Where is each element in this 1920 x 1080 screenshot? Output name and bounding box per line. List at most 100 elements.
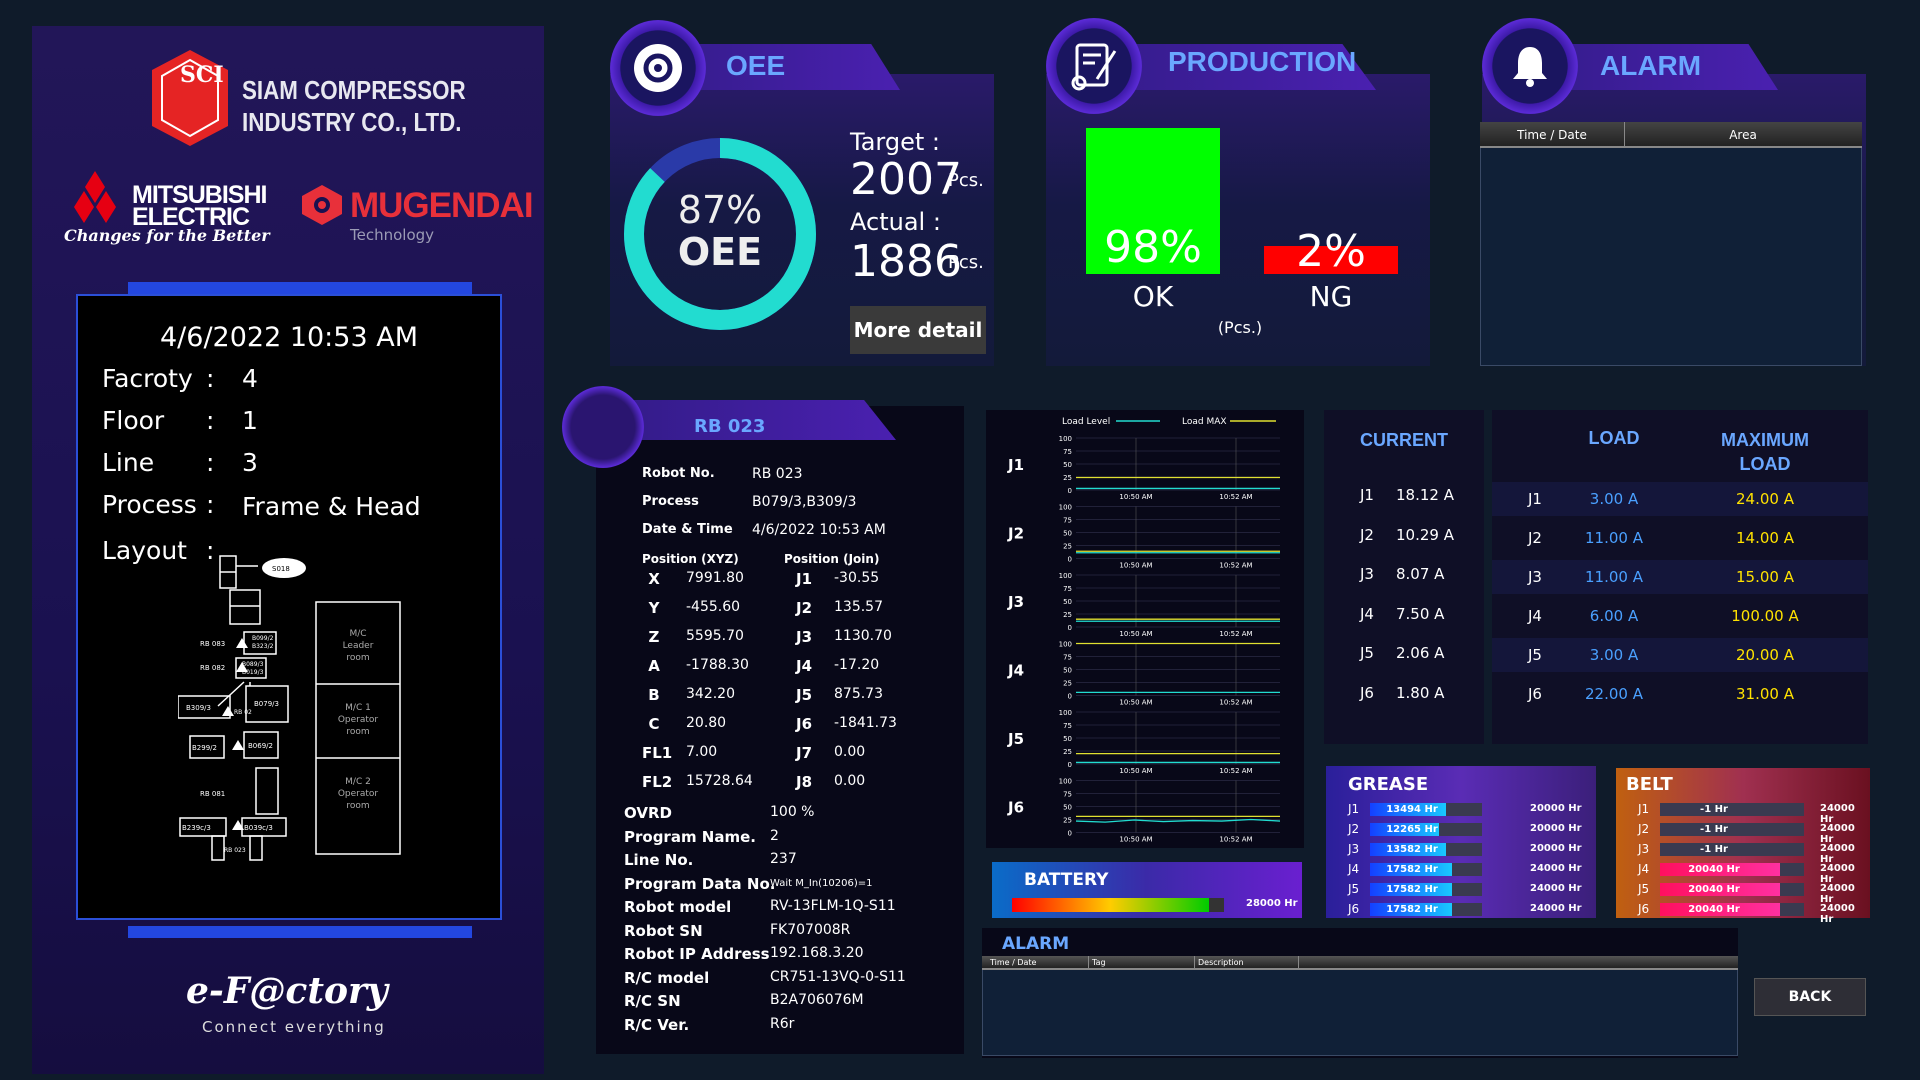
- layout-mc1-op-3: room: [346, 727, 369, 737]
- x-tick-label: 10:50 AM: [1119, 562, 1152, 570]
- ng-bar: [1264, 246, 1398, 274]
- grease-joint: J3: [1348, 842, 1360, 856]
- belt-joint: J5: [1638, 882, 1650, 896]
- xyz-axis-label: FL2: [642, 773, 673, 791]
- info-label-process: Process: [102, 490, 197, 519]
- info-colon: :: [206, 448, 215, 477]
- robot-detail-value: 2: [770, 827, 779, 844]
- load-value: 3.00 A: [1589, 490, 1639, 508]
- xyz-axis-label: C: [648, 715, 660, 733]
- production-unit: (Pcs.): [1217, 318, 1263, 337]
- max-load-title-1: MAXIMUM: [1721, 430, 1809, 450]
- joint-label: J5: [1007, 730, 1024, 748]
- grease-fill: [1370, 803, 1446, 816]
- robot-detail-value: CR751-13VQ-0-S11: [770, 968, 906, 985]
- more-detail-button[interactable]: More detail: [850, 306, 986, 354]
- target-value: 2007: [850, 154, 962, 205]
- mitsubishi-tagline: Changes for the Better: [64, 226, 270, 245]
- grease-value: 17582 Hr: [1386, 884, 1438, 895]
- grease-fill: [1370, 863, 1453, 876]
- robot-detail-value: Wait M_In(10206)=1: [770, 877, 873, 889]
- grease-fill: [1370, 903, 1453, 916]
- belt-max: 24000 Hr: [1820, 883, 1855, 905]
- layout-rb081: RB 081: [200, 790, 225, 798]
- layout-b239: B239c/3: [182, 824, 211, 832]
- grease-joint: J6: [1348, 902, 1360, 916]
- robot-detail-label: R/C model: [624, 968, 710, 987]
- alarm-bottom-col-desc[interactable]: Description: [1198, 958, 1244, 967]
- xyz-axis-value: 5595.70: [686, 628, 744, 644]
- grease-value: 13582 Hr: [1386, 844, 1438, 855]
- current-value: 18.12 A: [1396, 486, 1454, 504]
- line-layout-diagram[interactable]: S018 RB 083 RB 082 RB 081 B099/2 B323/2 …: [178, 546, 478, 906]
- info-label-floor: Floor: [102, 406, 165, 435]
- info-colon: :: [206, 490, 215, 519]
- y-tick-label: 75: [1063, 517, 1072, 525]
- x-tick-label: 10:50 AM: [1119, 836, 1152, 844]
- alarm-bottom-col-time[interactable]: Time / Date: [990, 958, 1037, 967]
- load-title: LOAD: [1588, 428, 1640, 448]
- layout-mc2-op-3: room: [346, 801, 369, 811]
- info-value-line: 3: [242, 448, 258, 477]
- alarm-col-time[interactable]: Time / Date: [1517, 128, 1587, 142]
- alarm-bottom-table[interactable]: [982, 956, 1738, 1056]
- join-axis-value: -1841.73: [834, 715, 897, 731]
- belt-fill: [1660, 883, 1781, 896]
- join-axis-value: 875.73: [834, 686, 883, 702]
- alarm-table[interactable]: [1480, 122, 1862, 366]
- xyz-axis-label: Y: [648, 599, 660, 617]
- layout-b099: B099/2: [252, 635, 274, 642]
- robot-field-value: RB 023: [752, 466, 803, 482]
- robot-field-label: Date & Time: [642, 522, 733, 537]
- load-joint: J3: [1528, 568, 1542, 586]
- belt-max: 24000 Hr: [1820, 823, 1855, 845]
- xyz-axis-label: Z: [648, 628, 660, 646]
- robot-detail-value: FK707008R: [770, 921, 851, 938]
- x-tick-label: 10:50 AM: [1119, 493, 1152, 501]
- xyz-axis-value: -1788.30: [686, 657, 749, 673]
- load-value: 11.00 A: [1585, 568, 1643, 586]
- load-row: J6 22.00 A 31.00 A: [1492, 677, 1868, 711]
- alarm-bottom-col-tag[interactable]: Tag: [1092, 958, 1106, 967]
- current-joint: J4: [1360, 604, 1374, 623]
- belt-joint: J6: [1638, 902, 1650, 916]
- belt-max: 24000 Hr: [1820, 863, 1855, 885]
- xyz-axis-label: X: [648, 570, 660, 588]
- belt-title: BELT: [1626, 774, 1673, 795]
- back-button[interactable]: BACK: [1754, 978, 1866, 1016]
- xyz-axis-label: B: [648, 686, 660, 704]
- y-tick-label: 50: [1063, 667, 1072, 675]
- layout-s018: S018: [272, 565, 290, 573]
- box-bottom-bar: [128, 926, 472, 938]
- grease-max: 20000 Hr: [1530, 803, 1582, 814]
- load-row: J1 3.00 A 24.00 A: [1492, 482, 1868, 516]
- y-tick-label: 100: [1059, 641, 1072, 649]
- join-axis-label: J6: [796, 715, 813, 733]
- max-load-value: 24.00 A: [1736, 490, 1794, 508]
- join-axis-label: J5: [796, 686, 813, 704]
- ng-label: NG: [1309, 280, 1353, 313]
- belt-value: 20040 Hr: [1688, 904, 1740, 915]
- joint-label: J1: [1007, 456, 1024, 474]
- load-row: J3 11.00 A 15.00 A: [1492, 560, 1868, 594]
- sci-logo-icon: [152, 50, 228, 146]
- y-tick-label: 25: [1063, 680, 1072, 688]
- box-top-bar: [128, 282, 472, 294]
- belt-track: 20040 Hr: [1660, 863, 1804, 876]
- alarm-col-area[interactable]: Area: [1729, 128, 1757, 142]
- layout-b079: B079/3: [254, 700, 279, 708]
- x-tick-label: 10:50 AM: [1119, 630, 1152, 638]
- layout-mc-leader: M/C: [349, 629, 366, 639]
- mitsubishi-name: MITSUBISHI ELECTRIC: [132, 183, 267, 230]
- y-tick-label: 25: [1063, 474, 1072, 482]
- load-value: 6.00 A: [1589, 607, 1639, 625]
- x-tick-label: 10:52 AM: [1219, 562, 1252, 570]
- belt-track: -1 Hr: [1660, 803, 1804, 816]
- current-joint: J2: [1360, 525, 1374, 544]
- x-tick-label: 10:52 AM: [1219, 493, 1252, 501]
- joint-label: J2: [1007, 525, 1024, 543]
- battery-max: 28000 Hr: [1246, 898, 1298, 909]
- oee-percent: 87%: [677, 188, 763, 232]
- robot-detail-value: 237: [770, 851, 797, 867]
- load-row: J2 11.00 A 14.00 A: [1492, 521, 1868, 555]
